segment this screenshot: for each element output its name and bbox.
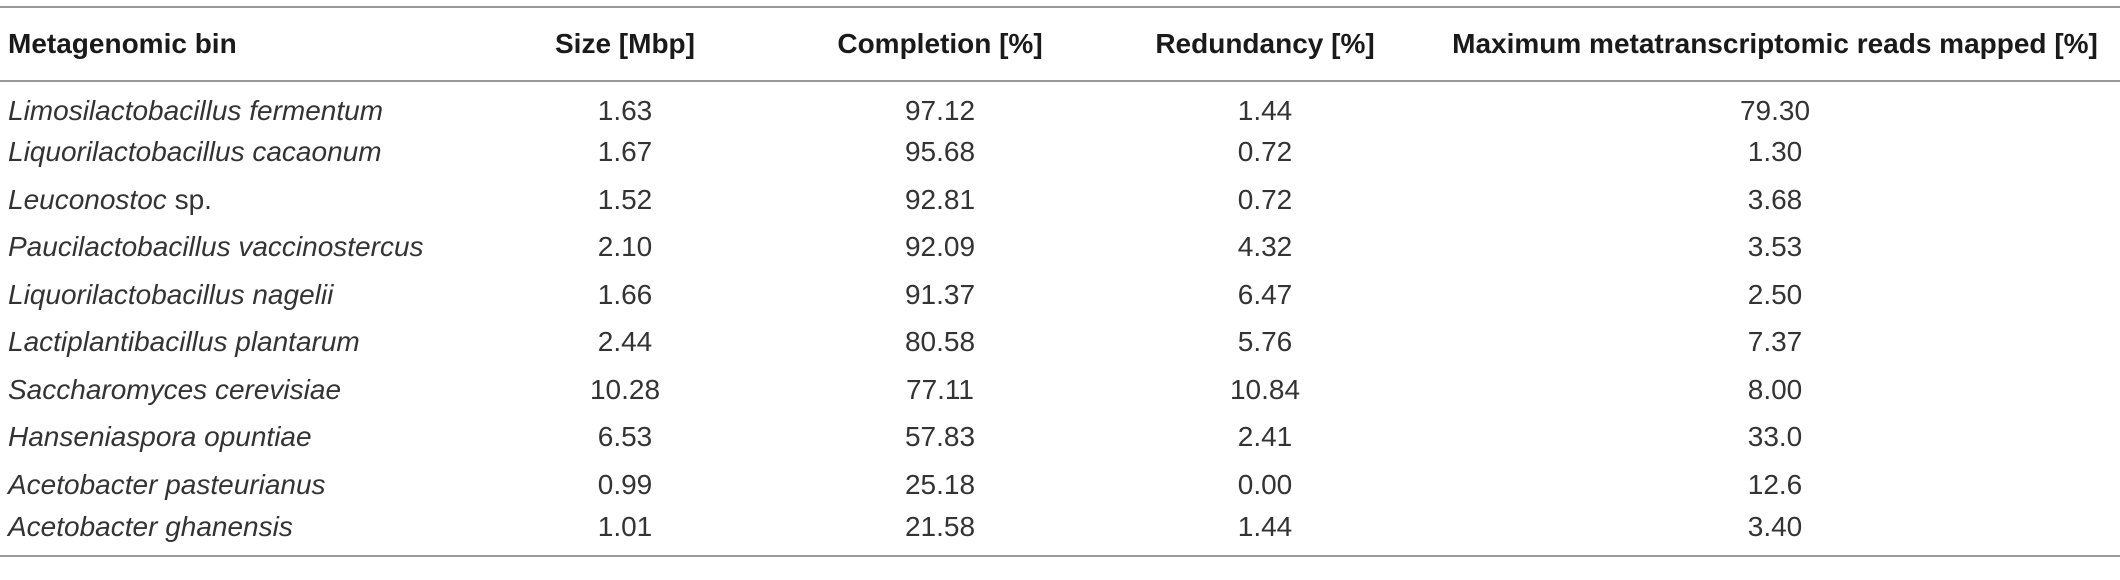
table-row: Saccharomyces cerevisiae 10.28 77.11 10.…	[0, 366, 2120, 414]
completion-cell: 92.09	[904, 231, 976, 263]
completion-cell: 80.58	[904, 326, 976, 358]
size-cell: 1.01	[470, 508, 780, 557]
bin-name-cell: Hanseniaspora opuntiae	[0, 414, 470, 462]
reads-mapped-cell: 1.30	[1747, 136, 1803, 168]
header-completion: Completion [%]	[780, 6, 1100, 82]
bin-name-cell: Lactiplantibacillus plantarum	[0, 319, 470, 367]
redundancy-cell: 1.44	[1100, 508, 1430, 557]
table-row: Hanseniaspora opuntiae 6.53 57.83 2.41 3…	[0, 414, 2120, 462]
redundancy-cell: 0.00	[1237, 468, 1293, 500]
header-metagenomic-bin: Metagenomic bin	[0, 6, 470, 82]
header-max-reads-mapped: Maximum metatranscriptomic reads mapped …	[1430, 6, 2120, 82]
reads-mapped-cell: 7.37	[1747, 326, 1803, 358]
bin-name-cell: Limosilactobacillus fermentum	[0, 81, 470, 129]
bin-name: Liquorilactobacillus cacaonum	[8, 136, 382, 168]
header-redundancy: Redundancy [%]	[1100, 6, 1430, 82]
redundancy-cell: 2.41	[1237, 421, 1293, 453]
size-cell: 2.44	[597, 326, 653, 358]
completion-cell: 92.81	[904, 183, 976, 215]
bin-name: Acetobacter pasteurianus	[8, 468, 326, 500]
completion-cell: 25.18	[904, 468, 976, 500]
redundancy-cell: 0.72	[1237, 136, 1293, 168]
table-row: Liquorilactobacillus nagelii 1.66 91.37 …	[0, 271, 2120, 319]
bin-name-cell: Acetobacter pasteurianus	[0, 461, 470, 509]
bin-name-suffix: sp.	[166, 183, 212, 215]
completion-cell: 21.58	[780, 508, 1100, 557]
redundancy-cell: 10.84	[1229, 373, 1301, 405]
reads-mapped-cell: 3.53	[1747, 231, 1803, 263]
bin-name-cell: Liquorilactobacillus nagelii	[0, 271, 470, 319]
metagenomic-bins-table: Metagenomic bin Size [Mbp] Completion [%…	[0, 6, 2120, 557]
table-row: Limosilactobacillus fermentum 1.63 97.12…	[0, 81, 2120, 129]
redundancy-cell: 1.44	[1237, 95, 1293, 127]
bin-name: Acetobacter ghanensis	[8, 510, 293, 542]
completion-cell: 97.12	[904, 95, 976, 127]
table-header-row: Metagenomic bin Size [Mbp] Completion [%…	[0, 6, 2120, 82]
completion-cell: 77.11	[906, 373, 974, 405]
bin-name-cell: Paucilactobacillus vaccinostercus	[0, 224, 470, 272]
size-cell: 0.99	[597, 468, 653, 500]
size-cell: 1.67	[597, 136, 653, 168]
table-row: Acetobacter ghanensis 1.01 21.58 1.44 3.…	[0, 508, 2120, 557]
table-row: Leuconostoc sp. 1.52 92.81 0.72 3.68	[0, 176, 2120, 224]
bin-name: Liquorilactobacillus nagelii	[8, 278, 334, 310]
reads-mapped-cell: 3.68	[1747, 183, 1803, 215]
table-row: Lactiplantibacillus plantarum 2.44 80.58…	[0, 319, 2120, 367]
completion-cell: 57.83	[904, 421, 976, 453]
data-table-container: Metagenomic bin Size [Mbp] Completion [%…	[0, 6, 2120, 557]
reads-mapped-cell: 79.30	[1739, 95, 1811, 127]
size-cell: 1.52	[597, 183, 653, 215]
table-row: Liquorilactobacillus cacaonum 1.67 95.68…	[0, 129, 2120, 177]
reads-mapped-cell: 33.0	[1747, 421, 1803, 453]
redundancy-cell: 0.72	[1237, 183, 1293, 215]
bin-name: Paucilactobacillus vaccinostercus	[8, 231, 424, 263]
bin-name-cell: Acetobacter ghanensis	[0, 508, 470, 557]
redundancy-cell: 6.47	[1237, 278, 1293, 310]
header-size: Size [Mbp]	[470, 6, 780, 82]
reads-mapped-cell: 12.6	[1747, 468, 1803, 500]
redundancy-cell: 5.76	[1237, 326, 1293, 358]
reads-mapped-cell: 3.40	[1430, 508, 2120, 557]
size-cell: 10.28	[589, 373, 661, 405]
bin-name: Saccharomyces cerevisiae	[8, 373, 342, 405]
redundancy-cell: 4.32	[1237, 231, 1293, 263]
bin-name: Lactiplantibacillus plantarum	[8, 326, 360, 358]
bin-name: Leuconostoc	[8, 183, 167, 215]
table-row: Acetobacter pasteurianus 0.99 25.18 0.00…	[0, 461, 2120, 509]
size-cell: 1.66	[597, 278, 653, 310]
bin-name: Hanseniaspora opuntiae	[8, 421, 312, 453]
bin-name-cell: Saccharomyces cerevisiae	[0, 366, 470, 414]
completion-cell: 95.68	[904, 136, 976, 168]
bin-name-cell: Leuconostoc sp.	[0, 176, 470, 224]
bin-name: Limosilactobacillus fermentum	[8, 95, 384, 127]
bin-name-cell: Liquorilactobacillus cacaonum	[0, 129, 470, 177]
size-cell: 2.10	[597, 231, 653, 263]
table-row: Paucilactobacillus vaccinostercus 2.10 9…	[0, 224, 2120, 272]
size-cell: 1.63	[597, 95, 653, 127]
reads-mapped-cell: 2.50	[1747, 278, 1803, 310]
completion-cell: 91.37	[904, 278, 976, 310]
size-cell: 6.53	[597, 421, 653, 453]
reads-mapped-cell: 8.00	[1747, 373, 1803, 405]
